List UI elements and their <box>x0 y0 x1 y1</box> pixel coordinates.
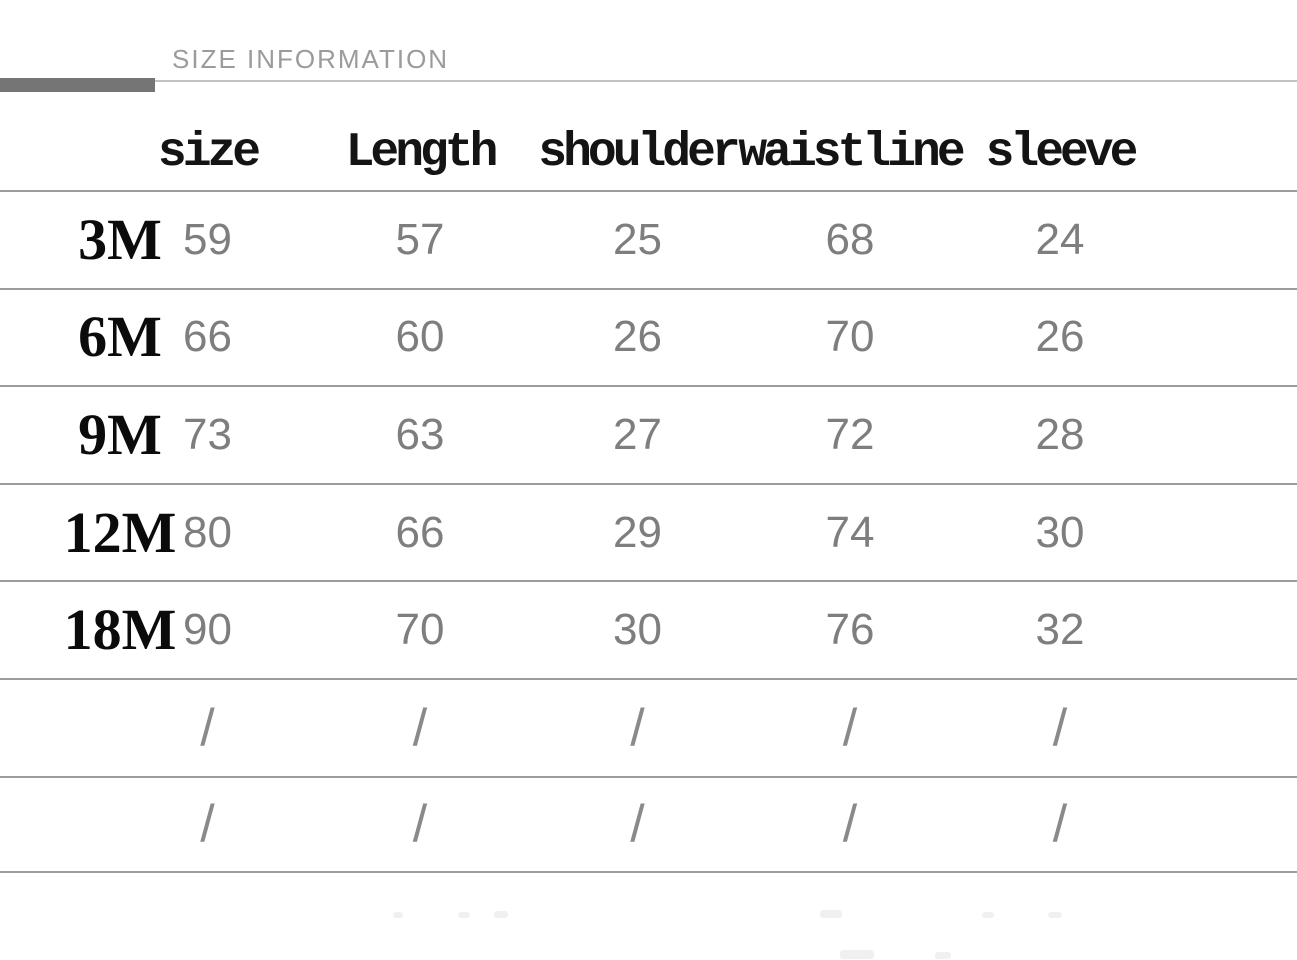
row-label: 18M <box>63 597 177 663</box>
cell-size: / <box>200 795 215 854</box>
accent-bar <box>0 78 155 92</box>
cell-shoulder: 30 <box>613 605 662 655</box>
table-row-empty-2: / / / / / <box>0 775 1297 874</box>
compression-artifact <box>935 952 951 959</box>
cell-shoulder: 26 <box>613 312 662 362</box>
cell-waistline: / <box>842 795 858 854</box>
cell-sleeve: / <box>1052 698 1068 757</box>
header-cell-sleeve: sleeve <box>985 126 1139 181</box>
table-row-12m: 12M 80 66 29 74 30 <box>0 482 1297 581</box>
cell-sleeve: 28 <box>1035 409 1085 459</box>
size-table: size Length shoulder waistline sleeve 3M… <box>0 82 1297 874</box>
header-cell-waistline: waistline <box>738 126 965 181</box>
cell-length: / <box>412 698 428 757</box>
header-cell-shoulder: shoulder <box>538 126 740 181</box>
header-cell-size: size <box>157 126 261 181</box>
cell-sleeve: 30 <box>1035 507 1085 557</box>
compression-artifact <box>393 912 403 918</box>
cell-length: / <box>412 795 428 854</box>
cell-waistline: 68 <box>825 214 875 264</box>
header-cell-filler <box>1165 180 1297 190</box>
compression-artifact <box>494 911 508 918</box>
table-row-9m: 9M 73 63 27 72 28 <box>0 385 1297 483</box>
cell-size: 73 <box>183 409 232 459</box>
row-label: 3M <box>78 206 162 272</box>
page-title: SIZE INFORMATION <box>172 44 450 74</box>
table-header-row: size Length shoulder waistline sleeve <box>0 82 1297 190</box>
header-cell-empty <box>0 180 165 190</box>
compression-artifact <box>982 912 994 918</box>
cell-length: 60 <box>395 312 445 362</box>
cell-size: 59 <box>183 214 232 264</box>
table-row-3m: 3M 59 57 25 68 24 <box>0 190 1297 288</box>
compression-artifact <box>820 910 842 918</box>
cell-length: 70 <box>395 605 445 655</box>
compression-artifact <box>458 912 470 918</box>
compression-artifact <box>1048 912 1062 918</box>
table-row-18m: 18M 90 70 30 76 32 <box>0 580 1297 678</box>
cell-waistline: 74 <box>825 507 875 557</box>
table-row-empty-1: / / / / / <box>0 677 1297 776</box>
cell-length: 57 <box>395 214 445 264</box>
header-cell-length: Length <box>345 126 499 181</box>
row-label: 9M <box>78 401 162 467</box>
cell-shoulder: 27 <box>613 409 662 459</box>
cell-size: 90 <box>183 605 232 655</box>
cell-shoulder: / <box>630 795 645 854</box>
cell-sleeve: 26 <box>1035 312 1085 362</box>
title-divider-line <box>0 80 1297 82</box>
cell-sleeve: / <box>1052 795 1068 854</box>
cell-length: 66 <box>395 507 445 557</box>
cell-waistline: / <box>842 698 858 757</box>
cell-waistline: 70 <box>825 312 875 362</box>
row-label: 12M <box>63 499 177 565</box>
compression-artifact <box>840 950 874 959</box>
cell-waistline: 72 <box>825 409 875 459</box>
cell-waistline: 76 <box>825 605 875 655</box>
cell-shoulder: 29 <box>613 507 662 557</box>
table-row-6m: 6M 66 60 26 70 26 <box>0 287 1297 386</box>
cell-shoulder: / <box>630 698 645 757</box>
row-label: 6M <box>78 304 162 370</box>
cell-size: 66 <box>183 312 232 362</box>
cell-size: 80 <box>183 507 232 557</box>
cell-sleeve: 32 <box>1035 605 1085 655</box>
cell-length: 63 <box>395 409 445 459</box>
cell-sleeve: 24 <box>1035 214 1085 264</box>
cell-shoulder: 25 <box>613 214 662 264</box>
cell-size: / <box>200 698 215 757</box>
